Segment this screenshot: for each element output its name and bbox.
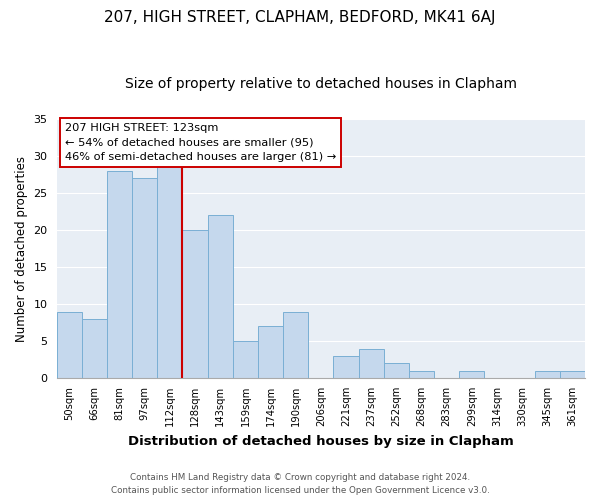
Bar	[208, 216, 233, 378]
Bar	[132, 178, 157, 378]
Bar	[57, 312, 82, 378]
Bar	[409, 371, 434, 378]
Bar	[182, 230, 208, 378]
Bar	[157, 164, 182, 378]
Bar	[459, 371, 484, 378]
Bar	[82, 319, 107, 378]
Bar	[283, 312, 308, 378]
Text: Contains HM Land Registry data © Crown copyright and database right 2024.
Contai: Contains HM Land Registry data © Crown c…	[110, 474, 490, 495]
Title: Size of property relative to detached houses in Clapham: Size of property relative to detached ho…	[125, 78, 517, 92]
Bar	[560, 371, 585, 378]
Text: 207 HIGH STREET: 123sqm
← 54% of detached houses are smaller (95)
46% of semi-de: 207 HIGH STREET: 123sqm ← 54% of detache…	[65, 123, 336, 162]
X-axis label: Distribution of detached houses by size in Clapham: Distribution of detached houses by size …	[128, 434, 514, 448]
Bar	[535, 371, 560, 378]
Bar	[384, 364, 409, 378]
Bar	[334, 356, 359, 378]
Text: 207, HIGH STREET, CLAPHAM, BEDFORD, MK41 6AJ: 207, HIGH STREET, CLAPHAM, BEDFORD, MK41…	[104, 10, 496, 25]
Bar	[258, 326, 283, 378]
Bar	[233, 341, 258, 378]
Y-axis label: Number of detached properties: Number of detached properties	[15, 156, 28, 342]
Bar	[107, 171, 132, 378]
Bar	[359, 348, 384, 378]
